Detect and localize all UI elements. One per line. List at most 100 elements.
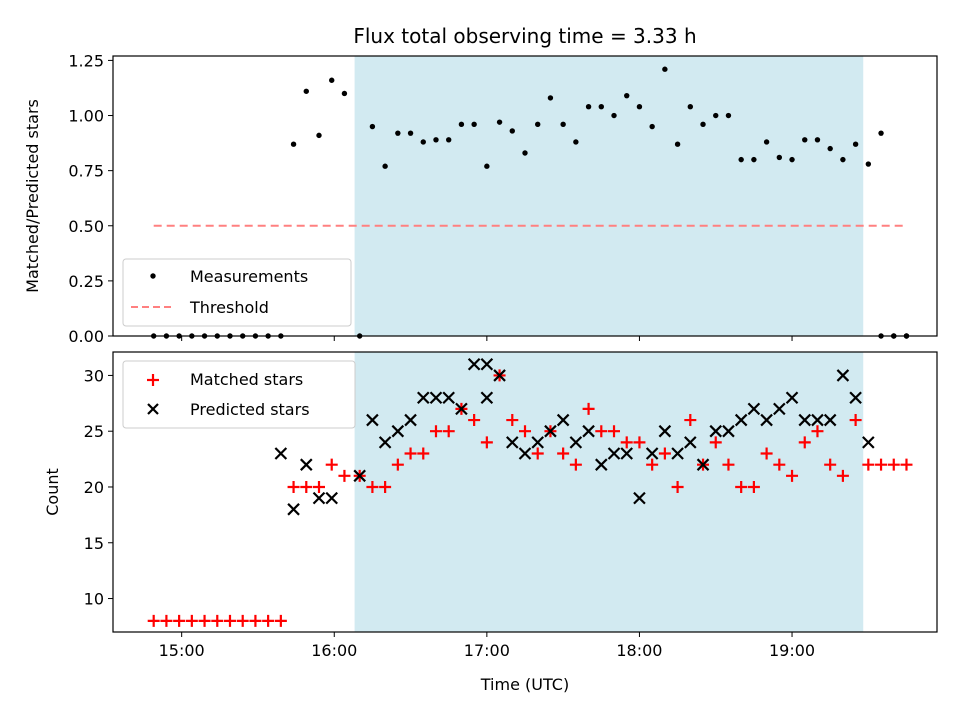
data-point <box>211 614 224 627</box>
data-point <box>823 413 837 427</box>
data-point <box>849 414 862 427</box>
bottom-panel: 10 15 20 25 30 15:00 16:00 17:00 18:00 19:00 <box>84 351 938 660</box>
data-point <box>658 424 672 438</box>
data-point <box>262 614 275 627</box>
top-legend: Measurements Threshold <box>122 258 352 327</box>
data-point <box>747 402 761 416</box>
legend-predicted-marker <box>147 403 159 415</box>
data-point <box>223 614 236 627</box>
bottom-y-tick-label: 25 <box>84 422 104 441</box>
data-point <box>649 123 655 130</box>
data-point <box>404 413 417 427</box>
data-point <box>417 447 430 460</box>
data-point <box>467 357 481 371</box>
data-point <box>595 425 608 438</box>
top-shaded-span <box>354 56 864 336</box>
data-point <box>506 436 519 449</box>
data-point <box>722 458 735 471</box>
data-point <box>547 95 554 101</box>
data-point <box>687 104 694 110</box>
legend-predicted-label: Predicted stars <box>190 400 310 419</box>
data-point <box>249 614 262 627</box>
data-point <box>471 121 477 128</box>
bottom-y-axis-label: Count <box>43 468 62 516</box>
data-point <box>531 447 544 460</box>
data-point <box>480 436 493 449</box>
data-point <box>391 458 404 471</box>
data-point <box>303 88 309 94</box>
data-point <box>274 614 287 627</box>
data-point <box>420 139 426 145</box>
data-point <box>468 414 481 427</box>
data-point <box>725 112 732 119</box>
data-point <box>557 447 570 460</box>
data-point <box>160 614 173 627</box>
bottom-shaded-span <box>354 352 864 632</box>
data-point <box>506 414 519 427</box>
data-point <box>636 104 643 110</box>
data-point <box>662 66 668 72</box>
data-point <box>290 141 297 147</box>
data-point <box>747 480 760 493</box>
data-point <box>484 163 490 169</box>
data-point <box>455 402 468 416</box>
legend-threshold-label: Threshold <box>189 298 269 317</box>
top-y-tick-label: 0.25 <box>68 272 104 291</box>
legend-matched-marker <box>147 374 159 386</box>
data-point <box>573 139 579 145</box>
data-point <box>519 425 531 438</box>
data-point <box>773 458 786 471</box>
data-point <box>900 458 913 471</box>
data-point <box>544 424 557 438</box>
data-point <box>633 491 646 505</box>
data-point <box>709 436 722 449</box>
top-panel: 0.00 0.25 0.50 0.75 1.00 1.25 <box>68 51 938 346</box>
data-point <box>300 480 313 493</box>
bottom-legend: Matched stars Predicted stars <box>122 360 356 429</box>
top-legend-box <box>122 258 352 327</box>
data-point <box>802 137 808 143</box>
data-point <box>620 447 634 460</box>
data-point <box>696 458 710 471</box>
data-point <box>493 369 506 382</box>
data-point <box>341 90 348 97</box>
data-point <box>624 92 630 99</box>
data-point <box>433 137 439 143</box>
legend-measurements-label: Measurements <box>190 267 308 286</box>
data-point <box>709 424 723 438</box>
data-point <box>556 413 570 427</box>
data-point <box>798 413 812 427</box>
data-point <box>198 614 211 627</box>
legend-matched-label: Matched stars <box>190 370 303 389</box>
bottom-series-predicted-stars <box>274 357 875 516</box>
data-point <box>287 503 300 516</box>
data-point <box>147 614 160 627</box>
data-point <box>582 402 595 415</box>
data-point <box>734 413 748 427</box>
data-point <box>878 130 884 136</box>
data-point <box>852 141 859 147</box>
data-point <box>700 121 706 128</box>
data-point <box>518 447 532 460</box>
data-point <box>836 369 850 382</box>
data-point <box>862 436 875 449</box>
data-point <box>658 447 671 460</box>
data-point <box>862 458 875 471</box>
data-point <box>391 424 405 438</box>
data-point <box>325 458 338 471</box>
data-point <box>840 156 846 163</box>
bottom-x-tick-label: 19:00 <box>769 641 815 660</box>
data-point <box>585 104 592 110</box>
data-point <box>763 139 770 145</box>
data-point <box>378 436 392 449</box>
data-point <box>875 458 888 471</box>
data-point <box>531 436 544 449</box>
data-point <box>300 458 313 471</box>
data-point <box>713 112 719 119</box>
bottom-y-tick-label: 10 <box>84 590 104 609</box>
data-point <box>480 357 494 371</box>
data-point <box>776 154 783 161</box>
data-point <box>633 436 646 449</box>
data-point <box>287 480 300 493</box>
legend-measurements-marker <box>150 273 156 279</box>
